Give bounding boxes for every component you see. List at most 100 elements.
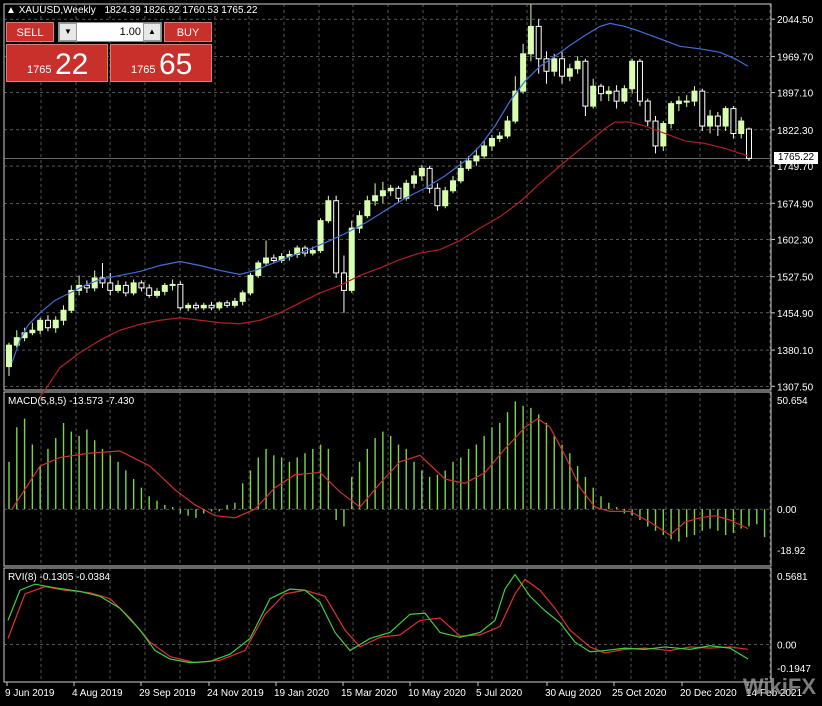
sell-price-button[interactable]: 1765 22 (6, 44, 108, 82)
candle-body (161, 284, 168, 292)
candle-body (527, 25, 534, 55)
candle-body (504, 120, 511, 137)
time-axis-label: 14 Feb 2021 (746, 688, 803, 699)
candle-body (590, 85, 597, 107)
candle-body (379, 190, 386, 197)
wikifx-watermark: WikiFX (742, 674, 816, 699)
candle-body (138, 282, 145, 289)
candle-body (512, 90, 519, 122)
lot-size-field[interactable]: ▼ 1.00 ▲ (58, 22, 162, 42)
candle (722, 106, 729, 132)
candle (247, 272, 254, 296)
lot-increase-icon[interactable]: ▲ (143, 23, 161, 41)
current-price-tag: 1765.22 (774, 152, 818, 165)
price-tick-label: 1527.50 (777, 273, 814, 284)
candle (44, 315, 51, 332)
candle (426, 165, 433, 194)
candle (621, 85, 628, 104)
candle (566, 63, 573, 82)
candle (418, 164, 425, 181)
candle-body (270, 257, 277, 262)
candle-body (231, 300, 238, 306)
candle (115, 280, 122, 293)
lot-decrease-icon[interactable]: ▼ (59, 23, 77, 41)
candle (60, 305, 67, 326)
candle-body (37, 319, 44, 331)
candle (216, 301, 223, 311)
time-axis-label: 29 Sep 2019 (139, 688, 196, 699)
candle (83, 280, 90, 293)
panel-frame-2 (3, 391, 772, 567)
candle (551, 53, 558, 77)
candle (496, 132, 503, 142)
panel-frame-1 (3, 3, 772, 391)
buy-button[interactable]: BUY (164, 22, 212, 42)
time-axis-label: 20 Dec 2020 (680, 688, 737, 699)
buy-price-button[interactable]: 1765 65 (110, 44, 212, 82)
candle (364, 195, 371, 219)
candle-body (699, 90, 706, 127)
candle (714, 112, 721, 136)
candle-body (263, 257, 270, 264)
time-axis-label: 19 Jan 2020 (274, 688, 329, 699)
candle (644, 98, 651, 127)
candle-body (356, 215, 363, 229)
candle (660, 121, 667, 151)
candle (465, 155, 472, 171)
candle-body (434, 187, 441, 207)
candle (239, 290, 246, 306)
candle-body (496, 135, 503, 139)
candle-body (598, 85, 604, 95)
rvi-tick-label: 0.5681 (777, 572, 808, 583)
candle-body (208, 304, 215, 309)
candle-body (317, 220, 324, 252)
candle-body (418, 167, 425, 177)
lot-size-value[interactable]: 1.00 (119, 26, 141, 38)
candle (325, 195, 332, 224)
candle (668, 101, 675, 129)
candle-body (714, 115, 721, 127)
rvi-signal-line (7, 578, 749, 664)
candle-body (582, 60, 589, 107)
candle-body (91, 277, 98, 289)
candle (52, 316, 59, 333)
candle (636, 58, 643, 107)
candle (473, 148, 480, 166)
candle-body (520, 53, 527, 92)
candle (707, 110, 714, 134)
macd-tick-label: -18.92 (777, 546, 806, 557)
candle (395, 185, 402, 204)
candle (161, 282, 168, 296)
candle (224, 300, 231, 308)
candle-body (169, 283, 176, 286)
candle (317, 218, 324, 254)
candle-body (348, 227, 355, 291)
candle-body (52, 319, 59, 329)
candle (29, 322, 36, 336)
candle (68, 285, 75, 313)
candle-body (44, 319, 51, 329)
buy-price-small: 1765 (131, 64, 156, 76)
candle (99, 262, 106, 288)
rvi-main-line (7, 573, 749, 664)
candle (598, 83, 604, 102)
candle-body (465, 160, 472, 169)
candle (122, 281, 129, 297)
candle (582, 58, 589, 117)
panel-frame-3 (3, 567, 772, 683)
candle-body (559, 58, 566, 77)
candle-body (746, 128, 752, 159)
candle (146, 284, 153, 298)
candle-body (481, 145, 488, 157)
candle (605, 86, 612, 102)
candle-body (154, 290, 160, 296)
candle-body (364, 200, 371, 217)
candle-body (200, 304, 207, 309)
time-axis-label: 10 May 2020 (408, 688, 466, 699)
symbol-timeframe: XAUUSD,Weekly (18, 5, 96, 16)
macd-tick-label: 0.00 (777, 505, 797, 516)
candle (208, 301, 215, 311)
candle (738, 117, 745, 139)
sell-button[interactable]: SELL (6, 22, 54, 42)
